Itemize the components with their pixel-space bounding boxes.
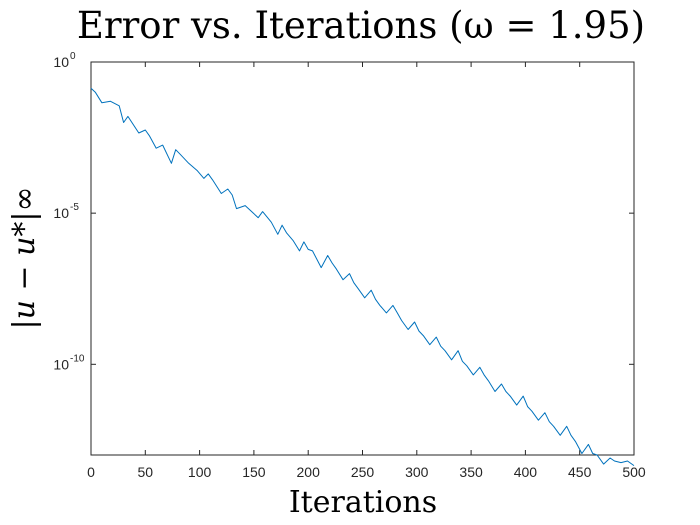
- chart-title: Error vs. Iterations (ω = 1.95): [77, 4, 645, 47]
- series-layer: [90, 87, 635, 467]
- axes-box: [90, 61, 635, 456]
- x-axis-label: Iterations: [289, 485, 437, 520]
- y-tick-label: 10: [53, 54, 69, 70]
- y-tick-exponent: 0: [70, 51, 76, 62]
- y-tick-exponent: -10: [70, 353, 85, 364]
- y-tick-exponent: -5: [70, 202, 79, 213]
- x-tick-label: 150: [242, 464, 266, 480]
- x-tick-label: 0: [87, 464, 95, 480]
- x-axis: 0 50 100 150 200 250 300 350 400 450 500: [87, 62, 646, 480]
- y-tick-label: 10: [53, 356, 69, 372]
- x-tick-label: 500: [622, 464, 646, 480]
- y-tick-label: 10: [53, 205, 69, 221]
- x-tick-label: 50: [138, 464, 154, 480]
- x-tick-label: 100: [188, 464, 212, 480]
- x-tick-label: 350: [459, 464, 483, 480]
- plot-area: 0 50 100 150 200 250 300 350 400 450 500 10 010 -510…: [53, 51, 645, 480]
- series-line: [90, 87, 635, 467]
- x-tick-label: 300: [405, 464, 429, 480]
- x-tick-label: 450: [568, 464, 592, 480]
- y-axis-label: |u − u*|∞: [7, 186, 42, 329]
- x-tick-label: 200: [297, 464, 321, 480]
- x-tick-label: 250: [351, 464, 375, 480]
- x-tick-label: 400: [514, 464, 538, 480]
